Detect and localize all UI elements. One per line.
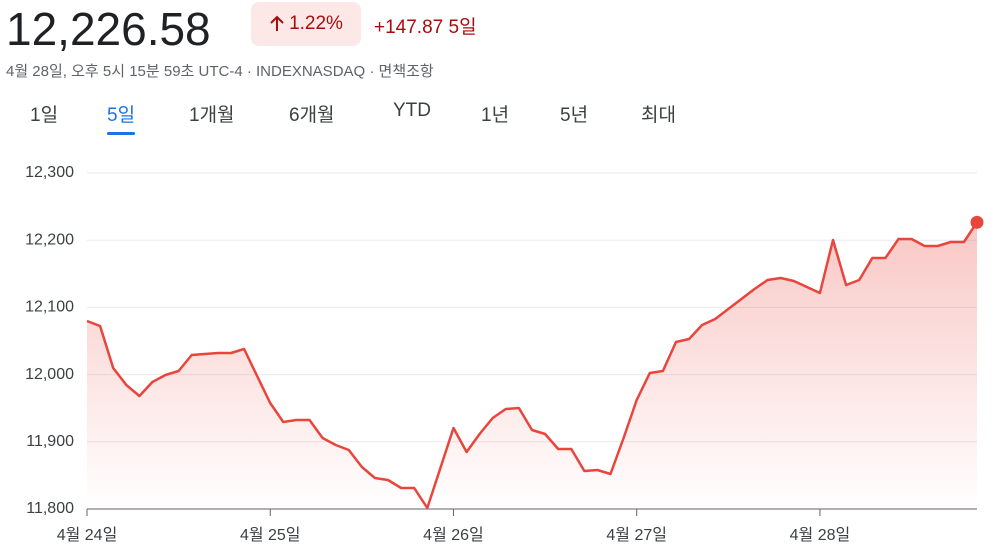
y-tick-label: 11,900: [26, 433, 74, 450]
y-tick-label: 12,200: [25, 231, 74, 248]
price-line: [86, 221, 979, 510]
change-badge: 1.22%: [251, 2, 361, 46]
y-tick-label: 12,000: [25, 366, 74, 383]
area-fill: [87, 222, 977, 510]
price: 12,226.58: [6, 3, 211, 55]
range-tab[interactable]: 1년: [481, 105, 510, 126]
range-tab[interactable]: YTD: [393, 100, 431, 121]
up-arrow-icon: [270, 15, 284, 31]
x-tick-label: 4월 24일: [57, 526, 118, 544]
range-tab[interactable]: 6개월: [289, 105, 335, 126]
range-tab[interactable]: 5일: [107, 100, 136, 135]
last-point: [970, 215, 984, 229]
change-abs: +147.87: [374, 17, 444, 38]
y-tick-label: 11,800: [26, 500, 74, 517]
x-tick-label: 4월 25일: [240, 526, 301, 544]
period: 5일: [448, 17, 477, 38]
range-tab[interactable]: 최대: [641, 105, 676, 126]
x-tick-label: 4월 27일: [606, 526, 667, 544]
x-tick-label: 4월 26일: [423, 526, 484, 544]
subtitle: 4월 28일, 오후 5시 15분 59초 UTC-4 · INDEXNASDA…: [6, 63, 434, 80]
range-tab[interactable]: 1개월: [189, 105, 235, 126]
change: +147.87 5일: [374, 12, 477, 39]
y-tick-label: 12,300: [25, 164, 74, 181]
x-tick-label: 4월 28일: [790, 526, 851, 544]
range-tab[interactable]: 1일: [30, 105, 59, 126]
change-percent: 1.22%: [289, 13, 343, 34]
range-tab[interactable]: 5년: [560, 105, 589, 126]
y-tick-label: 12,100: [25, 299, 74, 316]
